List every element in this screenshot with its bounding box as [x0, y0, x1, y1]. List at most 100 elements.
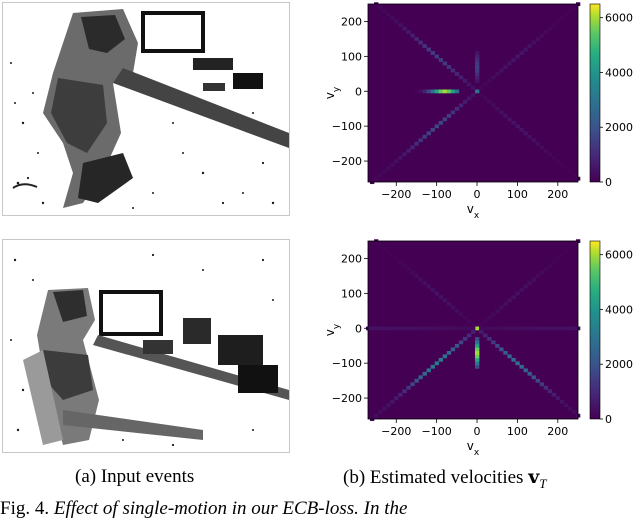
diagonal-cell [418, 40, 423, 45]
caption-a: (a) Input events [75, 466, 194, 488]
diagonal-cell [527, 44, 532, 48]
diagonal-cell [446, 350, 452, 355]
diagonal-cell [458, 340, 464, 345]
horizontal-streak-cell [458, 326, 464, 331]
diagonal-cell [507, 354, 512, 359]
horizontal-streak-cell [470, 326, 476, 331]
diagonal-cell [434, 361, 439, 366]
diagonal-cell [398, 260, 403, 264]
diagonal-cell [547, 389, 553, 394]
diagonal-cell [507, 61, 512, 66]
vertical-streak-cell [475, 51, 480, 55]
horizontal-streak-cell [519, 326, 524, 331]
diagonal-cell [470, 86, 476, 90]
diagonal-cell [382, 406, 387, 411]
diagonal-cell [527, 371, 532, 376]
colorbar [589, 240, 601, 420]
vertical-streak-cell [475, 72, 480, 76]
diagonal-cell [563, 403, 569, 408]
diagonal-cell [535, 274, 540, 278]
diagonal-cell [418, 138, 423, 143]
diagonal-cell [462, 99, 468, 104]
diagonal-cell [398, 23, 403, 27]
diagonal-cell [430, 288, 435, 292]
horizontal-streak-cell [438, 326, 444, 331]
diagonal-cell [470, 330, 476, 334]
x-tick-label: −200 [381, 425, 411, 438]
diagonal-cell [438, 58, 444, 62]
diagonal-cell [487, 336, 492, 341]
horizontal-streak-cell [422, 89, 427, 94]
vertical-streak-cell [475, 350, 480, 355]
x-tick-label: 0 [474, 188, 481, 201]
x-axis-label: vx [467, 202, 480, 221]
caption-b: (b) Estimated velocities vT [343, 466, 546, 492]
diagonal-cell [462, 336, 468, 341]
vertical-streak-cell [475, 61, 480, 66]
vertical-streak-cell [475, 58, 480, 62]
diagonal-cell [479, 323, 484, 327]
diagonal-cell [442, 117, 448, 122]
diagonal-cell [523, 47, 528, 52]
diagonal-cell [390, 399, 395, 404]
colorbar-tick-label: 0 [605, 176, 612, 189]
diagonal-cell [491, 312, 496, 317]
diagonal-cell [446, 113, 452, 118]
horizontal-streak-cell [515, 326, 520, 331]
horizontal-streak-cell [446, 89, 452, 94]
horizontal-streak-cell [402, 326, 407, 331]
horizontal-streak-cell [511, 326, 516, 331]
diagonal-cell [390, 162, 395, 167]
diagonal-cell [511, 120, 516, 125]
diagonal-cell [418, 277, 423, 282]
horizontal-streak-cell [491, 326, 496, 331]
diagonal-cell [487, 99, 492, 104]
diagonal-cell [531, 277, 536, 282]
horizontal-streak-cell [527, 326, 532, 331]
diagonal-cell [378, 5, 383, 10]
x-tick-label: −100 [422, 425, 452, 438]
horizontal-streak-cell [503, 326, 508, 331]
diagonal-cell [571, 410, 577, 415]
diagonal-cell [571, 173, 577, 178]
x-tick-label: −100 [422, 188, 452, 201]
y-tick-label: −100 [332, 120, 362, 133]
x-axis-label-sub: x [474, 211, 480, 221]
horizontal-streak-cell [438, 89, 444, 94]
x-axis-label: vx [467, 439, 480, 458]
figure-caption-prefix: Fig. 4. [0, 498, 50, 519]
y-tick-label: 0 [355, 85, 362, 98]
horizontal-streak-cell [462, 326, 468, 331]
horizontal-streak-cell [543, 326, 549, 331]
vertical-streak-cell [475, 68, 480, 73]
diagonal-cell [563, 249, 569, 254]
horizontal-streak-cell [479, 326, 484, 331]
horizontal-streak-cell [386, 326, 391, 331]
diagonal-cell [454, 309, 460, 313]
figure-caption: Fig. 4. Effect of single-motion in our E… [0, 498, 407, 520]
diagonal-cell [386, 249, 391, 254]
horizontal-streak-cell [567, 326, 573, 331]
horizontal-streak-cell [406, 326, 411, 331]
diagonal-cell [535, 37, 540, 41]
horizontal-streak-cell [378, 326, 383, 331]
x-tick-label: 100 [507, 425, 528, 438]
horizontal-streak-cell [390, 326, 395, 331]
diagonal-cell [470, 323, 476, 327]
diagonal-cell [454, 106, 460, 111]
diagonal-cell [438, 295, 444, 299]
horizontal-streak-cell [426, 89, 431, 94]
diagonal-cell [559, 16, 565, 21]
diagonal-cell [543, 267, 549, 271]
diagonal-cell [410, 270, 415, 275]
diagonal-cell [515, 54, 520, 59]
diagonal-cell [402, 263, 407, 268]
figure-caption-text: Effect of single-motion in our ECB-loss.… [53, 498, 408, 519]
vertical-streak-cell [475, 79, 480, 83]
diagonal-cell [543, 148, 549, 153]
diagonal-cell [567, 9, 573, 14]
vertical-streak-cell [475, 54, 480, 59]
diagonal-cell [483, 319, 488, 324]
caption-a-label: (a) [75, 466, 97, 487]
vertical-streak-cell [475, 357, 480, 362]
